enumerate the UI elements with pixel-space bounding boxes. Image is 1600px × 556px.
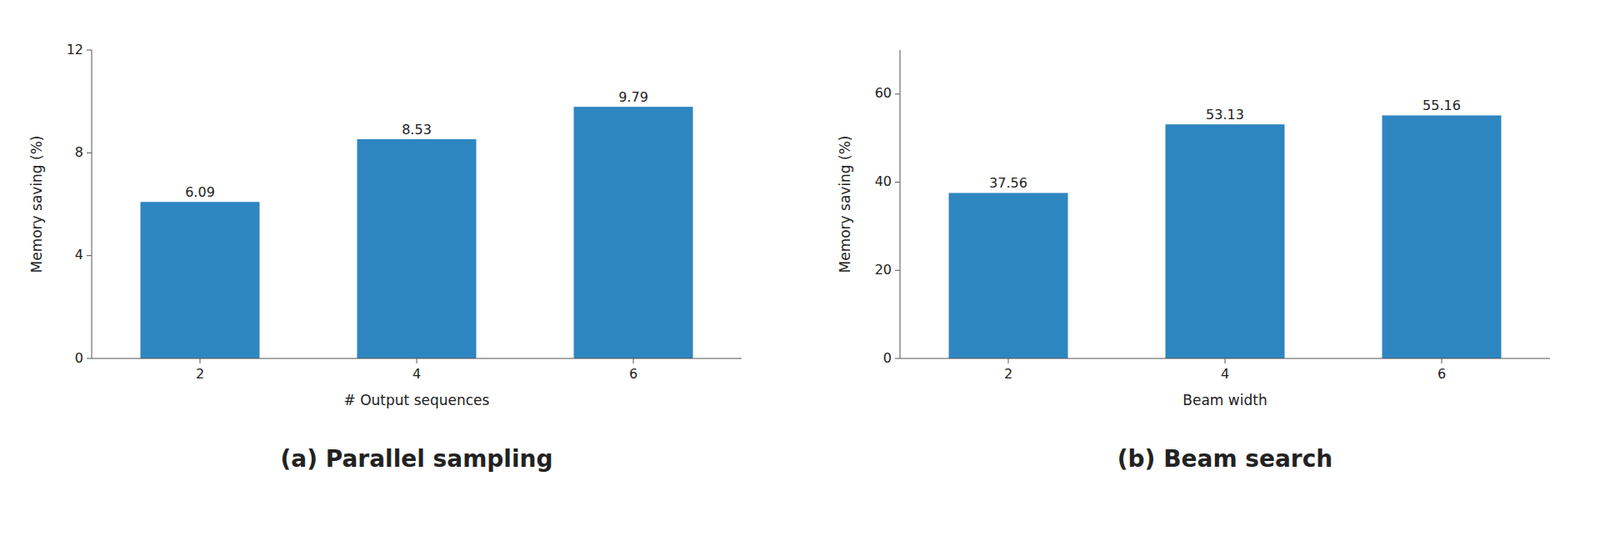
x-tick <box>200 358 201 364</box>
y-tick <box>86 50 92 51</box>
data-label: 9.79 <box>618 89 649 105</box>
page: {"chart_data": [ {"type": "bar", "title"… <box>0 0 1600 556</box>
y-axis-label: Memory saving (%) <box>28 135 45 274</box>
bar <box>140 201 260 359</box>
bar <box>1165 124 1285 359</box>
x-tick <box>633 358 635 364</box>
x-tick-label: 2 <box>195 365 205 382</box>
x-tick <box>1441 358 1443 364</box>
caption: (a) Parallel sampling <box>280 445 553 473</box>
panel: 0 20 40 60 37.56 53.13 55.16 2 4 6 Beam width Memor… <box>836 50 1550 473</box>
bars <box>949 115 1502 359</box>
y-tick <box>86 358 92 360</box>
x-axis-label: # Output sequences <box>344 391 490 409</box>
data-label: 53.13 <box>1205 106 1245 123</box>
bar <box>357 139 477 359</box>
bars <box>140 106 694 359</box>
panel: 0 4 8 12 6.09 8.53 9.79 2 4 6 # Output sequences Me… <box>28 41 742 474</box>
x-tick-label: 6 <box>629 365 638 382</box>
caption: (b) Beam search <box>1117 445 1333 473</box>
x-axis-label: Beam width <box>1182 391 1267 409</box>
y-tick-label: 12 <box>66 41 84 58</box>
y-tick-label: 60 <box>875 85 892 101</box>
y-tick <box>86 255 92 256</box>
y-tick <box>895 358 900 360</box>
x-axis <box>91 358 742 360</box>
x-tick <box>1008 358 1010 364</box>
x-tick-label: 4 <box>412 365 421 382</box>
y-tick <box>895 181 900 183</box>
y-tick-label: 4 <box>75 246 84 263</box>
y-tick <box>895 93 900 95</box>
x-tick-label: 6 <box>1437 365 1446 382</box>
y-tick <box>895 270 900 271</box>
x-tick <box>416 358 418 364</box>
y-tick-label: 8 <box>75 144 84 160</box>
bar <box>1382 115 1502 359</box>
x-tick <box>1225 358 1226 364</box>
y-tick <box>86 152 92 154</box>
x-tick-label: 4 <box>1220 365 1230 382</box>
y-tick-label: 0 <box>75 350 84 366</box>
y-tick-label: 0 <box>883 350 892 366</box>
y-tick-label: 20 <box>875 261 892 278</box>
bar <box>574 106 694 359</box>
data-label: 8.53 <box>401 121 432 138</box>
y-axis <box>900 50 901 359</box>
data-label: 55.16 <box>1422 97 1461 114</box>
data-label: 37.56 <box>989 175 1028 191</box>
x-tick-label: 2 <box>1004 365 1013 382</box>
data-label: 6.09 <box>185 184 215 200</box>
bar <box>949 192 1069 359</box>
y-axis <box>91 50 93 359</box>
y-tick-label: 40 <box>875 173 892 190</box>
y-axis-label: Memory saving (%) <box>836 135 854 274</box>
chart-svg: 0 4 8 12 6.09 8.53 9.79 2 4 6 # Output sequences Me… <box>0 0 1600 556</box>
x-axis <box>900 358 1550 360</box>
